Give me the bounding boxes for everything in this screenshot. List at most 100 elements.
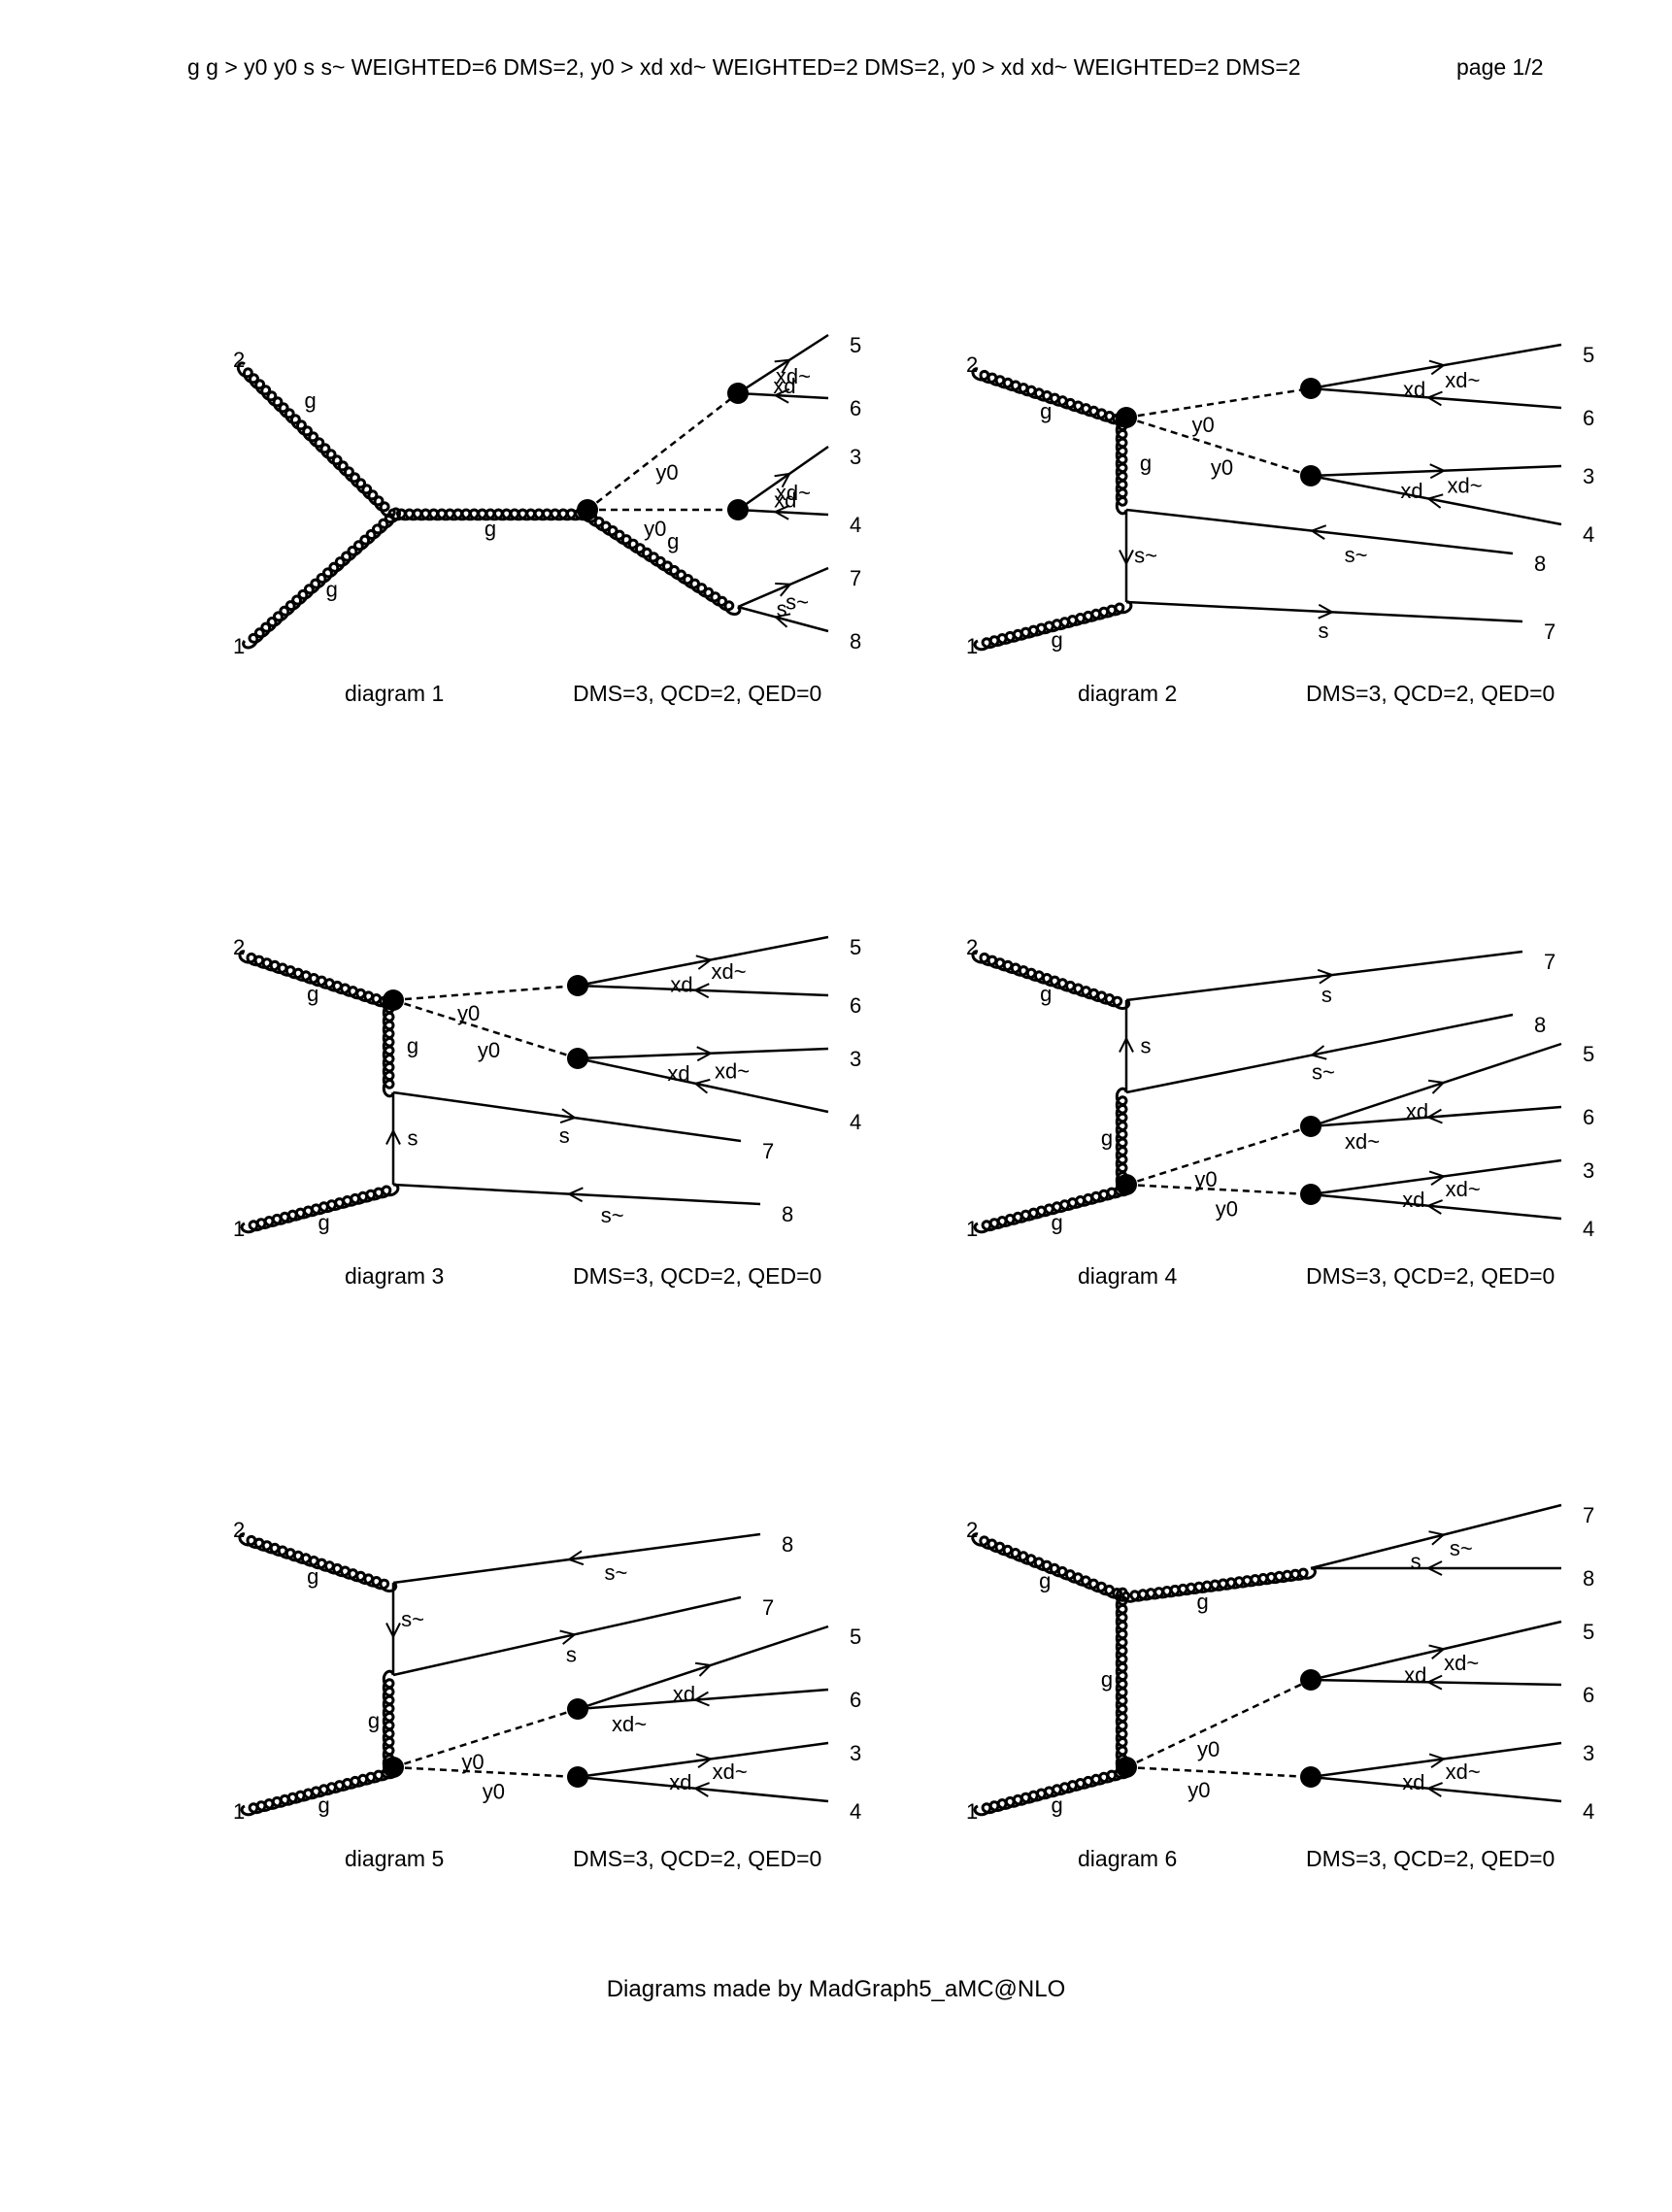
external-leg-number: 4	[1583, 1217, 1594, 1241]
particle-label: s	[566, 1643, 577, 1667]
scalar-line: y0	[1125, 1765, 1312, 1802]
fermion-line: xd~	[1310, 1651, 1562, 1691]
particle-label: xd	[1400, 479, 1422, 503]
diagram-couplings: DMS=3, QCD=2, QED=0	[1306, 681, 1555, 706]
external-leg-number: 7	[762, 1139, 774, 1163]
external-leg-number: 6	[1583, 1105, 1594, 1129]
particle-label: xd	[1404, 1663, 1426, 1688]
particle-label: y0	[1194, 1167, 1217, 1191]
particle-label: g	[318, 1210, 329, 1234]
external-leg-number: 8	[850, 629, 861, 654]
fermion-line: xd~	[1310, 1105, 1562, 1154]
external-leg-number: 5	[1583, 343, 1594, 367]
gluon-line: g	[973, 1183, 1133, 1234]
external-leg-number: 1	[966, 634, 978, 658]
fermion-arrow	[773, 613, 791, 628]
particle-label: g	[1039, 1569, 1051, 1593]
particle-label: xd	[1402, 1188, 1424, 1212]
external-leg-number: 3	[1583, 1158, 1594, 1183]
particle-label: g	[1196, 1590, 1208, 1614]
gluon-line: g	[242, 507, 402, 650]
external-leg-number: 7	[1544, 950, 1555, 974]
fermion-arrow	[696, 1046, 714, 1062]
particle-label: g	[318, 1793, 329, 1817]
particle-label: y0	[457, 1001, 480, 1025]
particle-label: g	[307, 982, 318, 1006]
page-header: g g > y0 y0 s s~ WEIGHTED=6 DMS=2, y0 > …	[0, 0, 1672, 117]
fermion-arrow	[1428, 359, 1447, 376]
vertex-dot	[1300, 1184, 1321, 1205]
fermion-line: xd	[1310, 1620, 1562, 1688]
gluon-line: g	[971, 367, 1131, 428]
external-leg-number: 7	[1544, 620, 1555, 644]
external-leg-number: 8	[1583, 1566, 1594, 1591]
gluon-line: g	[1101, 1587, 1128, 1773]
particle-label: y0	[1197, 1737, 1220, 1761]
fermion-line: s	[1310, 1503, 1562, 1573]
footer-credit: Diagrams made by MadGraph5_aMC@NLO	[606, 1976, 1066, 2002]
fermion-arrow	[1425, 390, 1443, 407]
fermion-line: xd	[1310, 1042, 1562, 1128]
diagram-couplings: DMS=3, QCD=2, QED=0	[1306, 1263, 1555, 1289]
fermion-arrow	[692, 1691, 710, 1707]
fermion-line: s	[737, 566, 829, 620]
external-leg-number: 5	[850, 1625, 861, 1649]
fermion-arrow	[773, 387, 790, 404]
particle-label: s~	[1134, 544, 1157, 568]
external-leg-number: 3	[850, 1047, 861, 1071]
particle-label: y0	[1211, 455, 1233, 480]
particle-label: xd~	[1345, 1129, 1380, 1154]
external-leg-number: 4	[850, 1799, 861, 1824]
particle-label: s~	[401, 1607, 424, 1631]
particle-label: g	[304, 388, 316, 413]
fermion-line: xd~	[737, 364, 829, 404]
external-leg-number: 7	[1583, 1503, 1594, 1527]
external-leg-number: 2	[966, 352, 978, 377]
fermion-line: s~	[385, 1583, 424, 1675]
particle-label: g	[1140, 452, 1152, 476]
vertex-dot	[727, 499, 749, 520]
fermion-arrow	[695, 955, 714, 970]
fermion-arrow	[566, 1187, 584, 1203]
external-leg-number: 1	[233, 634, 245, 658]
particle-label: g	[1101, 1126, 1113, 1151]
external-leg-number: 2	[966, 935, 978, 959]
fermion-arrow	[1428, 1170, 1447, 1187]
vertex-dot	[1300, 1766, 1321, 1788]
fermion-arrow	[1318, 603, 1335, 620]
particle-label: xd	[669, 1770, 691, 1794]
gluon-line: g	[973, 600, 1133, 652]
fermion-arrow	[559, 1629, 577, 1645]
fermion-line: xd~	[577, 1056, 829, 1114]
external-leg-number: 7	[850, 566, 861, 590]
fermion-line: xd~	[1310, 1177, 1562, 1221]
external-leg-number: 1	[233, 1217, 245, 1241]
fermion-arrow	[1425, 1782, 1443, 1797]
external-leg-number: 5	[850, 935, 861, 959]
vertex-dot	[1300, 465, 1321, 486]
external-leg-number: 2	[233, 1518, 245, 1542]
gluon-line: g	[238, 1532, 398, 1593]
fermion-arrow	[775, 582, 792, 597]
diagram-caption: diagram 6	[1078, 1846, 1177, 1871]
fermion-arrow	[385, 1128, 401, 1145]
fermion-line: xd	[737, 333, 829, 398]
external-leg-number: 6	[850, 396, 861, 420]
fermion-line: xd~	[737, 481, 829, 520]
fermion-line: xd	[1310, 1741, 1562, 1794]
gluon-line: g	[971, 1532, 1131, 1602]
scalar-line: y0	[587, 508, 738, 541]
external-leg-number: 6	[850, 993, 861, 1018]
fermion-arrow	[774, 472, 791, 488]
vertex-dot	[577, 499, 598, 520]
diagram-caption: diagram 2	[1078, 681, 1177, 706]
vertex-dot	[383, 1757, 404, 1778]
fermion-arrow	[774, 358, 792, 374]
particle-label: g	[1101, 1667, 1113, 1692]
external-leg-number: 3	[1583, 1741, 1594, 1765]
